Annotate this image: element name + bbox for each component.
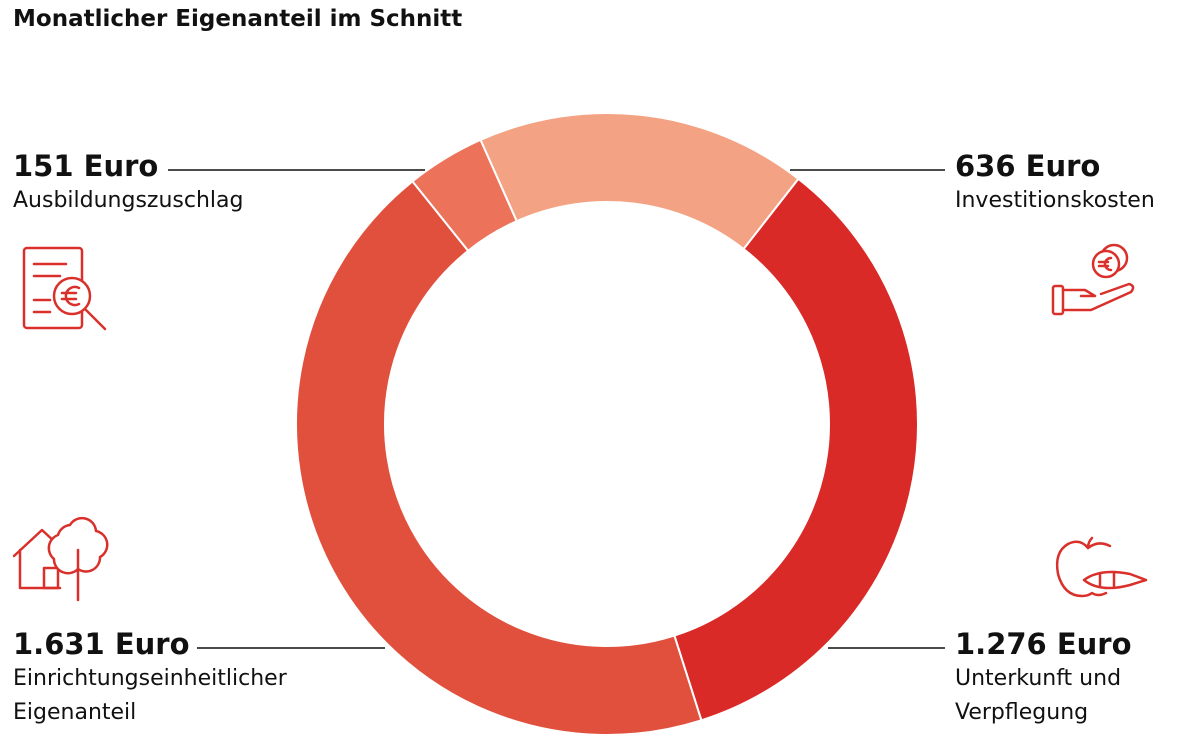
segment-label: 636 Euro Investitionskosten [955,148,1195,218]
category-label: Unterkunft und Verpflegung [955,666,1122,725]
segment-label: 1.276 Euro Unterkunft und Verpflegung [955,626,1175,730]
icon-food [1055,536,1148,598]
value-label: 151 Euro [13,149,159,183]
donut-segment [479,112,800,251]
donut-segment [411,138,519,253]
value-label: 1.631 Euro [13,627,190,661]
donut-segment [673,177,919,722]
segment-label: 1.631 Euro Einrichtungseinheitlicher Eige… [13,626,343,730]
value-label: 1.276 Euro [955,627,1132,661]
category-label: Investitionskosten [955,188,1155,213]
chart-title: Monatlicher Eigenanteil im Schnitt [13,6,463,32]
icon-money-hand [1051,243,1135,316]
segment-label: 151 Euro Ausbildungszuschlag [13,148,313,218]
category-label: Ausbildungszuschlag [13,188,244,213]
category-label: Einrichtungseinheitlicher Eigenanteil [13,666,287,725]
value-label: 636 Euro [955,149,1101,183]
donut-segment [295,179,703,736]
icon-house-tree [12,516,109,602]
icon-document [22,246,107,331]
